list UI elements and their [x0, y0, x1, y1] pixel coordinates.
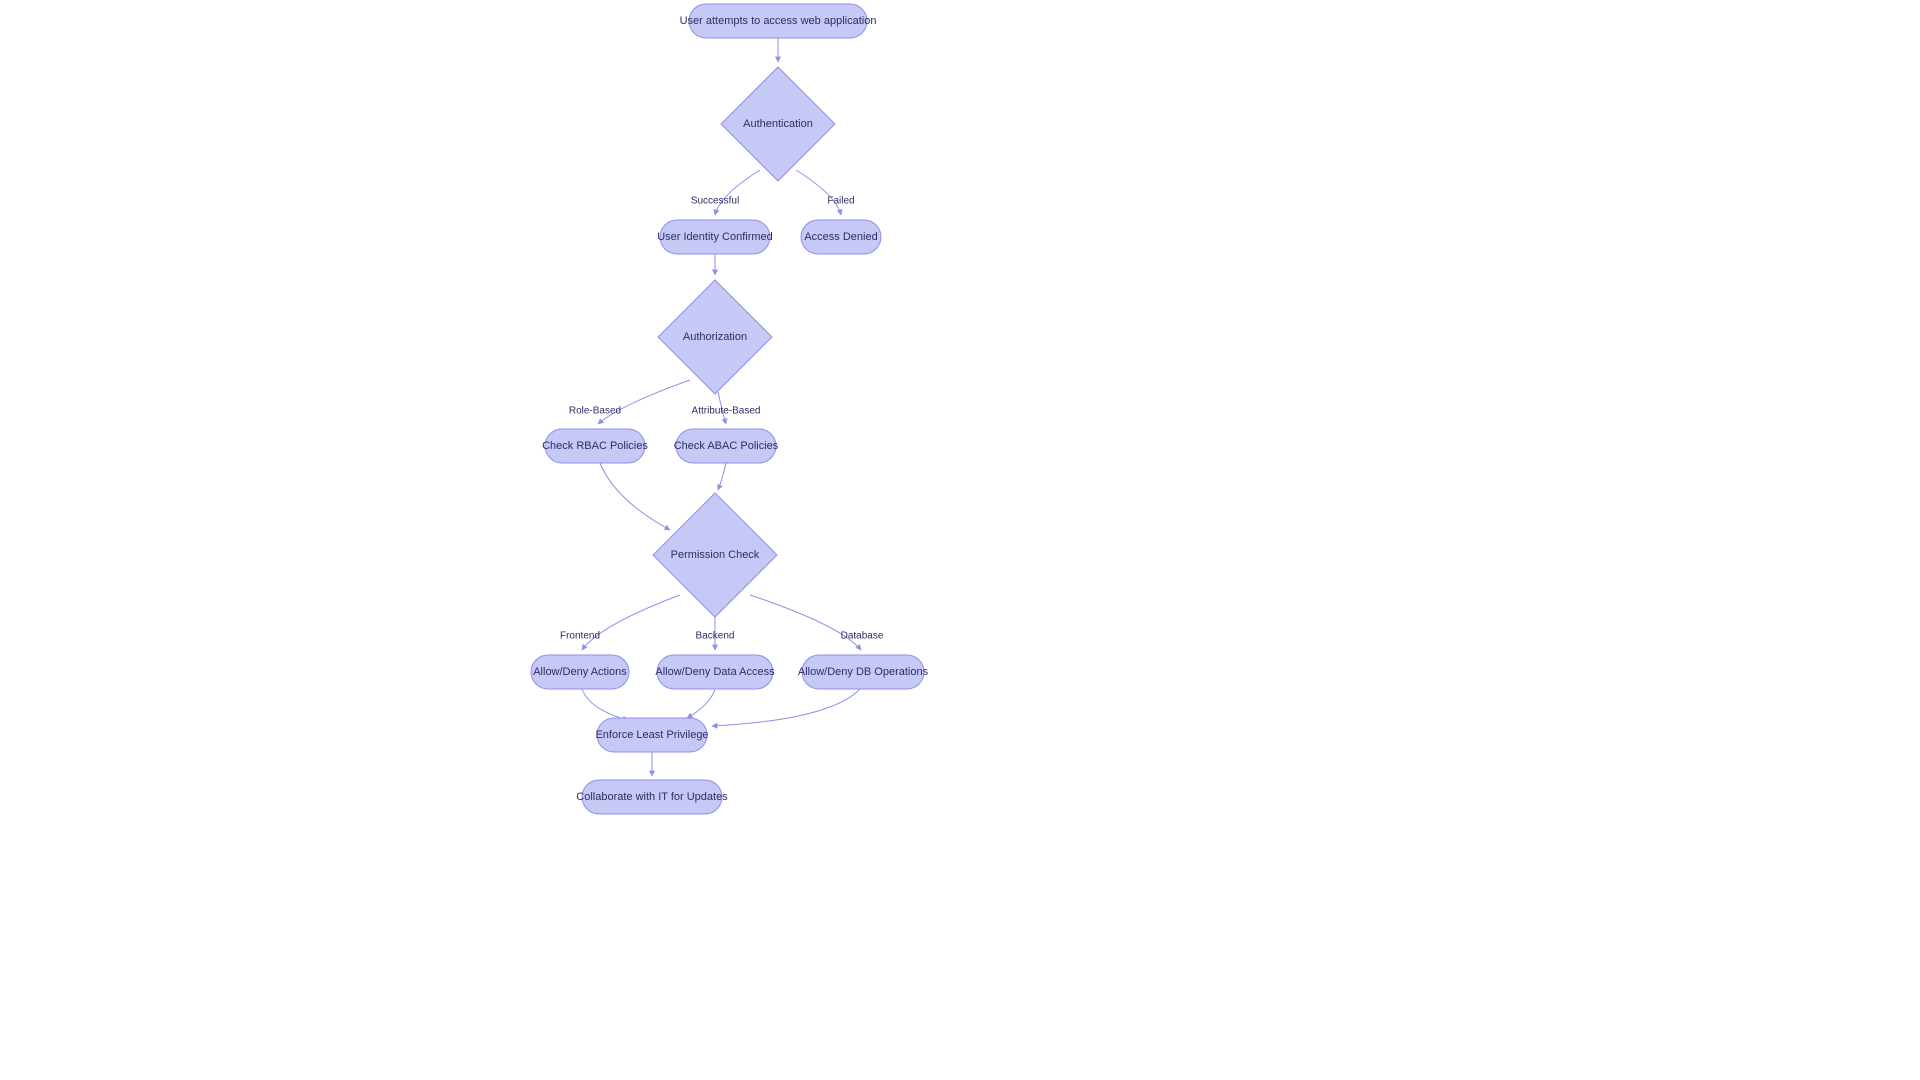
- node-label-start: User attempts to access web application: [680, 15, 877, 27]
- edge-label-auth-denied: Failed: [827, 196, 854, 207]
- edge-label-authz-abac: Attribute-Based: [692, 406, 761, 417]
- node-authz: Authorization: [658, 280, 772, 394]
- node-label-backend: Allow/Deny Data Access: [655, 666, 775, 678]
- node-label-collab: Collaborate with IT for Updates: [576, 791, 728, 803]
- node-frontend: Allow/Deny Actions: [531, 655, 629, 689]
- flowchart-canvas: Successful Failed Role-Based Attribute-Base…: [0, 0, 1920, 1080]
- node-label-confirmed: User Identity Confirmed: [657, 231, 773, 243]
- edge-frontend-least: [582, 689, 628, 720]
- edge-label-perm-backend: Backend: [696, 631, 735, 642]
- node-rbac: Check RBAC Policies: [542, 429, 648, 463]
- edge-label-auth-confirmed: Successful: [691, 196, 739, 207]
- node-label-frontend: Allow/Deny Actions: [533, 666, 627, 678]
- edge-auth-confirmed: [715, 170, 760, 215]
- node-label-database: Allow/Deny DB Operations: [798, 666, 929, 678]
- node-label-perm: Permission Check: [671, 549, 760, 561]
- node-label-authz: Authorization: [683, 331, 747, 343]
- edge-rbac-perm: [600, 463, 670, 530]
- node-database: Allow/Deny DB Operations: [798, 655, 929, 689]
- edge-perm-database: [750, 595, 861, 650]
- node-collab: Collaborate with IT for Updates: [576, 780, 728, 814]
- edge-database-least: [712, 689, 860, 726]
- edge-label-perm-database: Database: [841, 631, 884, 642]
- edge-authz-rbac: [598, 380, 690, 424]
- edge-backend-least: [687, 689, 715, 718]
- node-auth: Authentication: [721, 67, 835, 181]
- edge-label-perm-frontend: Frontend: [560, 631, 600, 642]
- node-label-least: Enforce Least Privilege: [595, 729, 708, 741]
- node-label-abac: Check ABAC Policies: [674, 440, 779, 452]
- node-confirmed: User Identity Confirmed: [657, 220, 773, 254]
- edge-abac-perm: [718, 463, 726, 490]
- edge-perm-frontend: [582, 595, 680, 650]
- node-label-rbac: Check RBAC Policies: [542, 440, 648, 452]
- node-label-denied: Access Denied: [804, 231, 877, 243]
- node-label-auth: Authentication: [743, 118, 813, 130]
- node-abac: Check ABAC Policies: [674, 429, 779, 463]
- node-least: Enforce Least Privilege: [595, 718, 708, 752]
- node-backend: Allow/Deny Data Access: [655, 655, 775, 689]
- edge-auth-denied: [796, 170, 841, 215]
- node-start: User attempts to access web application: [680, 4, 877, 38]
- edge-label-authz-rbac: Role-Based: [569, 406, 621, 417]
- node-denied: Access Denied: [801, 220, 881, 254]
